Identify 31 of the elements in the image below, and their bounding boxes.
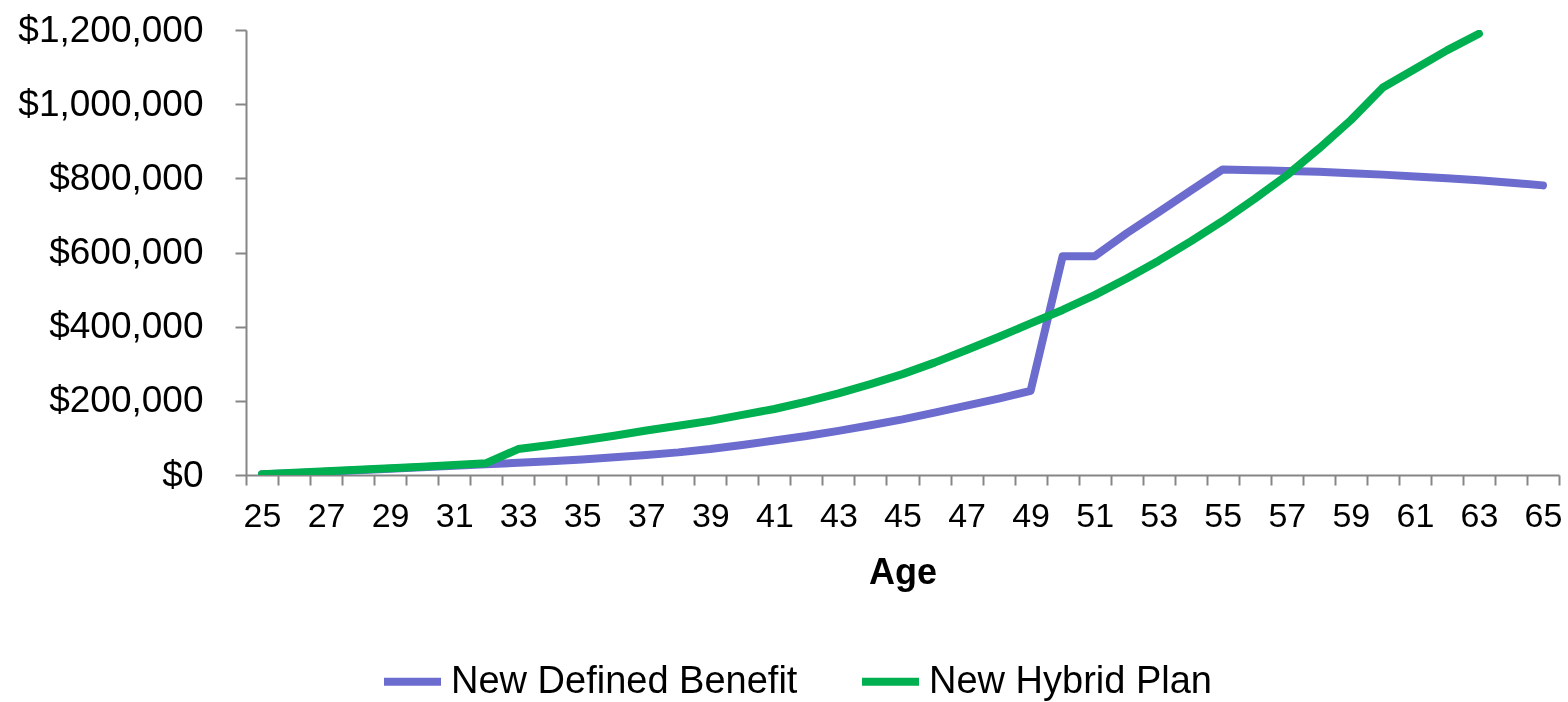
y-tick-label: $1,000,000 (18, 82, 204, 124)
legend-label: New Defined Benefit (451, 658, 798, 701)
y-tick-label: $600,000 (49, 231, 204, 272)
y-tick-label: $1,200,000 (18, 8, 204, 50)
x-tick-label: 57 (1268, 495, 1307, 534)
x-tick-label: 61 (1396, 495, 1435, 534)
x-tick-label: 39 (691, 495, 730, 534)
x-tick-label: 37 (627, 495, 666, 534)
x-tick-label: 31 (435, 495, 474, 534)
y-tick-label: $0 (162, 453, 204, 495)
x-tick-label: 51 (1076, 495, 1115, 534)
x-tick-label: 33 (499, 495, 538, 534)
x-tick-label: 55 (1204, 495, 1243, 534)
x-tick-label: 45 (884, 495, 922, 534)
x-tick-label: 49 (1012, 495, 1051, 534)
y-tick-label: $200,000 (49, 379, 204, 421)
x-tick-label: 29 (371, 495, 410, 534)
x-tick-label: 53 (1140, 495, 1179, 534)
x-tick-label: 65 (1524, 495, 1563, 534)
x-tick-label: 63 (1460, 495, 1499, 534)
x-axis-title: Age (868, 550, 938, 592)
x-tick-label: 41 (755, 495, 794, 534)
x-tick-label: 35 (563, 495, 602, 534)
x-tick-label: 59 (1332, 495, 1371, 534)
x-tick-label: 43 (820, 495, 858, 534)
legend-label: New Hybrid Plan (929, 658, 1212, 701)
x-tick-label: 25 (243, 495, 282, 534)
y-tick-label: $400,000 (49, 305, 204, 347)
x-tick-label: 27 (307, 495, 346, 534)
y-tick-label: $800,000 (49, 156, 204, 198)
x-tick-label: 47 (948, 495, 986, 534)
